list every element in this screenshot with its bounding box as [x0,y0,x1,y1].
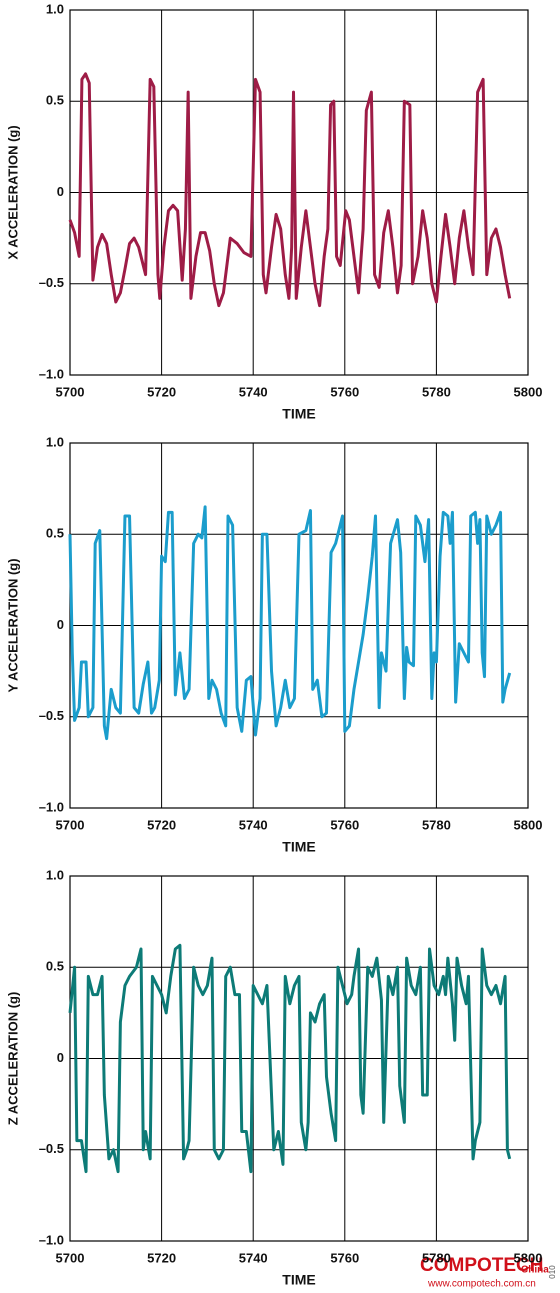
y-tick-label: –0.5 [39,275,64,290]
x-tick-label: 5700 [56,384,85,399]
y-axis-label: Z ACCELERATION (g) [5,992,20,1126]
y-tick-label: –1.0 [39,1232,64,1247]
x-tick-label: 5760 [330,384,359,399]
y-tick-label: –0.5 [39,708,64,723]
y-tick-label: –1.0 [39,366,64,381]
x-tick-label: 5720 [147,817,176,832]
plot-frame [69,9,529,376]
plot-frame [69,442,529,809]
x-tick-label: 5800 [514,817,543,832]
y-tick-label: 0.5 [46,959,64,974]
y-axis-label: X ACCELERATION (g) [5,125,20,259]
y-tick-label: 0.5 [46,93,64,108]
y-tick-label: 0 [57,617,64,632]
x-tick-label: 5760 [330,817,359,832]
x-axis-label: TIME [282,406,315,422]
y-axis-label: Y ACCELERATION (g) [5,558,20,692]
x-tick-label: 5800 [514,384,543,399]
x-tick-label: 5800 [514,1250,543,1265]
x-axis-label: TIME [282,839,315,855]
plot-frame [69,875,529,1242]
x-tick-label: 5740 [239,817,268,832]
x-tick-label: 5760 [330,1250,359,1265]
watermark-region: China [521,1265,549,1276]
data-line [68,943,512,1174]
x-tick-label: 5780 [422,1250,451,1265]
figure-number: 010 [548,1265,557,1279]
y-tick-label: 1.0 [46,867,64,882]
watermark-brand: COMPOTECH [420,1255,544,1276]
x-tick-label: 5740 [239,384,268,399]
y-tick-label: –1.0 [39,799,64,814]
y-tick-label: 1.0 [46,1,64,16]
x-tick-label: 5780 [422,384,451,399]
y-tick-label: 0 [57,184,64,199]
watermark-url: www.compotech.com.cn [427,1279,536,1290]
x-tick-label: 5720 [147,384,176,399]
y-tick-label: –0.5 [39,1141,64,1156]
x-tick-label: 5720 [147,1250,176,1265]
x-tick-label: 5740 [239,1250,268,1265]
y-tick-label: 0 [57,1050,64,1065]
data-line [68,72,512,308]
x-tick-label: 5700 [56,1250,85,1265]
x-tick-label: 5780 [422,817,451,832]
x-axis-label: TIME [282,1272,315,1288]
y-tick-label: 1.0 [46,434,64,449]
y-tick-label: 0.5 [46,526,64,541]
x-tick-label: 5700 [56,817,85,832]
data-line [68,505,512,741]
